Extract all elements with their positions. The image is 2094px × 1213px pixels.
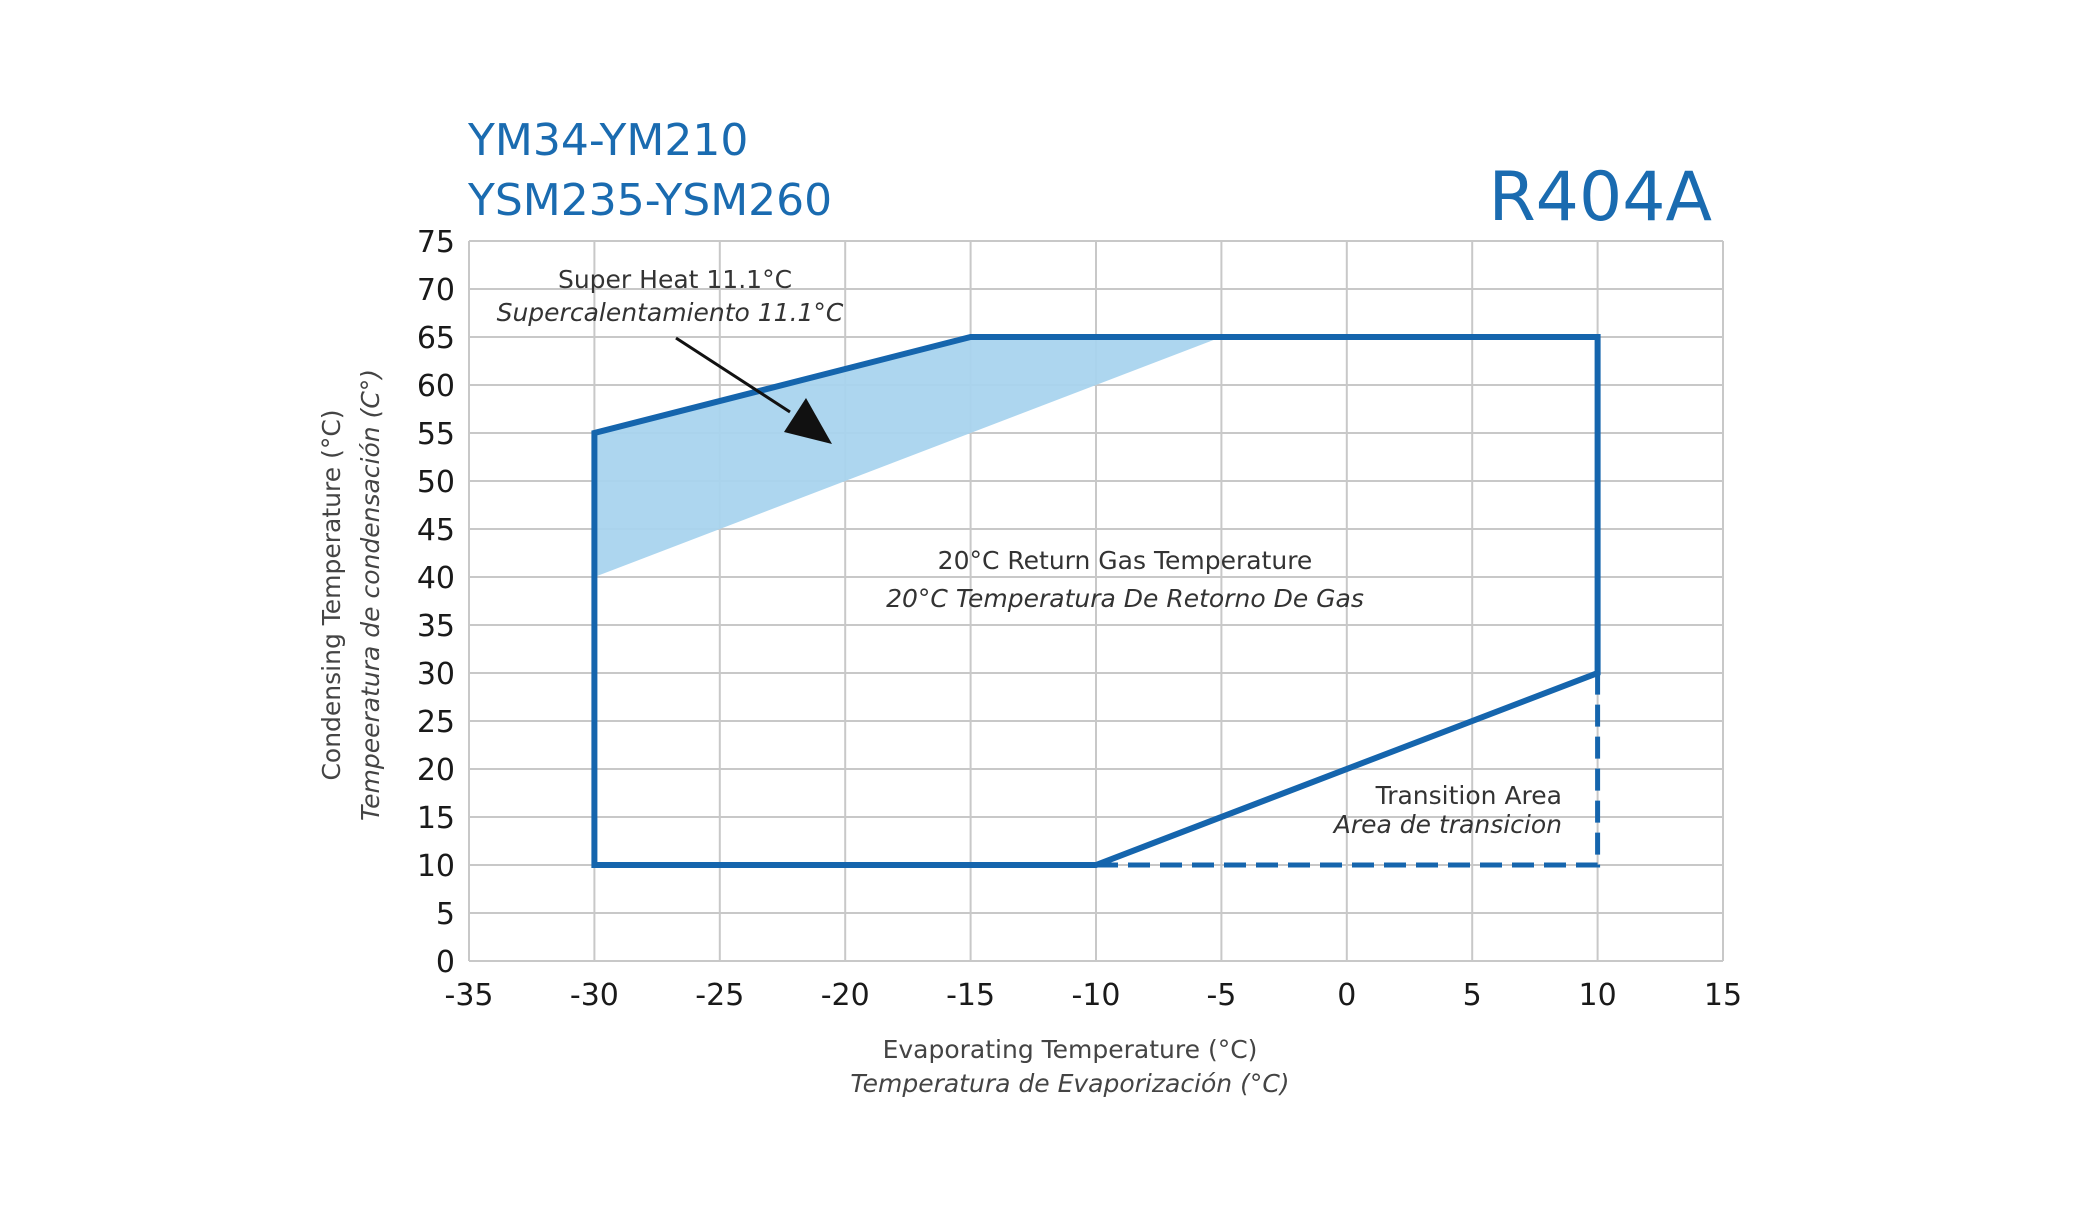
y-axis-label-es: Tempeeratura de condensación (C°) [356, 369, 385, 821]
x-tick-label: -30 [570, 978, 619, 1013]
x-tick-label: -20 [821, 978, 870, 1013]
x-tick-label: 5 [1463, 978, 1482, 1013]
y-tick-label: 60 [417, 369, 455, 404]
y-tick-labels: 0 5 10 15 20 25 30 35 40 45 50 55 60 65 70 75 [417, 225, 455, 980]
superheat-arrow [675, 336, 832, 444]
x-tick-label: -25 [695, 978, 744, 1013]
y-tick-label: 0 [436, 945, 455, 980]
y-tick-label: 30 [417, 657, 455, 692]
refrigerant-label: R404A [1488, 158, 1712, 237]
y-tick-label: 50 [417, 465, 455, 500]
superheat-label-es: Supercalentamiento 11.1°C [497, 298, 844, 327]
transition-area-label-es: Area de transicion [1332, 810, 1562, 839]
return-gas-label-es: 20°C Temperatura De Retorno De Gas [886, 584, 1364, 613]
y-tick-label: 25 [417, 705, 455, 740]
x-axis-label-es: Temperatura de Evaporización (°C) [850, 1069, 1289, 1098]
return-gas-label: 20°C Return Gas Temperature [938, 546, 1313, 575]
y-axis-label: Condensing Temperature (°C) [317, 409, 346, 780]
x-tick-label: -5 [1206, 978, 1236, 1013]
y-tick-label: 75 [417, 225, 455, 260]
y-tick-label: 65 [417, 321, 455, 356]
x-tick-label: 10 [1579, 978, 1617, 1013]
x-tick-labels: -35 -30 -25 -20 -15 -10 -5 0 5 10 15 [445, 978, 1743, 1013]
y-tick-label: 40 [417, 561, 455, 596]
y-tick-label: 35 [417, 609, 455, 644]
x-axis-label: Evaporating Temperature (°C) [883, 1035, 1258, 1064]
x-tick-label: -10 [1072, 978, 1121, 1013]
x-tick-label: -35 [445, 978, 494, 1013]
y-tick-label: 20 [417, 753, 455, 788]
y-tick-label: 55 [417, 417, 455, 452]
model-range-line-2: YSM235-YSM260 [467, 175, 832, 226]
x-tick-label: -15 [946, 978, 995, 1013]
super-heat-region [594, 337, 1222, 577]
y-tick-label: 10 [417, 849, 455, 884]
model-range-line-1: YM34-YM210 [467, 115, 748, 166]
x-tick-label: 15 [1704, 978, 1742, 1013]
transition-area-dashed-boundary [1096, 673, 1601, 868]
x-tick-label: 0 [1337, 978, 1356, 1013]
superheat-label: Super Heat 11.1°C [558, 265, 792, 294]
y-tick-label: 15 [417, 801, 455, 836]
y-tick-label: 45 [417, 513, 455, 548]
transition-area-label: Transition Area [1375, 781, 1562, 810]
y-tick-label: 70 [417, 273, 455, 308]
operating-envelope-outline [591, 334, 1601, 868]
y-tick-label: 5 [436, 897, 455, 932]
